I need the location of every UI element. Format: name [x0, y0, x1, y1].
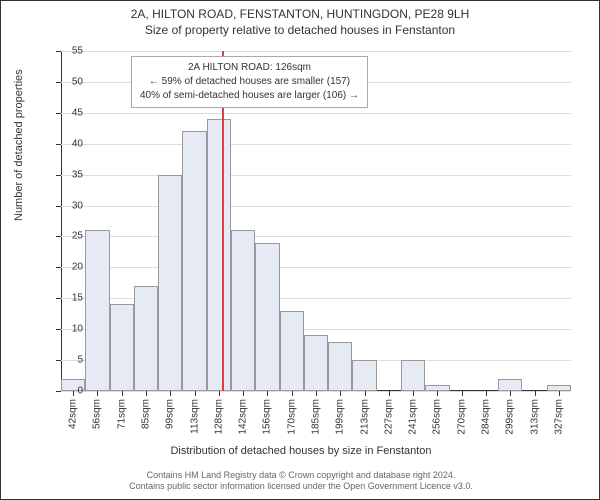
x-tick-mark [413, 391, 414, 396]
histogram-bar [352, 360, 376, 391]
x-tick-mark [170, 391, 171, 396]
y-tick-label: 55 [53, 46, 83, 57]
x-tick-mark [559, 391, 560, 396]
y-tick-label: 50 [53, 76, 83, 87]
x-tick-label: 313sqm [529, 399, 540, 435]
x-tick-mark [510, 391, 511, 396]
x-tick-label: 299sqm [505, 399, 516, 435]
gridline [61, 267, 571, 268]
y-tick-label: 45 [53, 107, 83, 118]
histogram-bar [182, 131, 206, 391]
histogram-bar [231, 230, 255, 391]
x-tick-mark [146, 391, 147, 396]
legend-line2: ← 59% of detached houses are smaller (15… [140, 75, 359, 89]
x-tick-label: 199sqm [335, 399, 346, 435]
x-tick-label: 227sqm [383, 399, 394, 435]
y-tick-label: 30 [53, 200, 83, 211]
x-tick-mark [97, 391, 98, 396]
gridline [61, 206, 571, 207]
y-tick-label: 10 [53, 324, 83, 335]
histogram-bar [207, 119, 231, 391]
x-tick-label: 56sqm [92, 399, 103, 429]
gridline [61, 113, 571, 114]
footer-line2: Contains public sector information licen… [1, 481, 600, 493]
y-axis-line [61, 51, 62, 391]
x-tick-mark [437, 391, 438, 396]
y-tick-label: 0 [53, 386, 83, 397]
footer-line1: Contains HM Land Registry data © Crown c… [1, 470, 600, 482]
x-tick-label: 42sqm [68, 399, 79, 429]
histogram-bar [304, 335, 328, 391]
x-tick-mark [316, 391, 317, 396]
x-tick-mark [122, 391, 123, 396]
y-tick-label: 25 [53, 231, 83, 242]
histogram-bar [498, 379, 522, 391]
x-tick-label: 71sqm [116, 399, 127, 429]
chart-title: 2A, HILTON ROAD, FENSTANTON, HUNTINGDON,… [1, 1, 599, 21]
x-tick-label: 99sqm [165, 399, 176, 429]
x-tick-mark [243, 391, 244, 396]
histogram-bar [110, 304, 134, 391]
y-tick-label: 15 [53, 293, 83, 304]
legend-line3: 40% of semi-detached houses are larger (… [140, 89, 359, 103]
y-axis-label: Number of detached properties [13, 69, 25, 221]
legend-box: 2A HILTON ROAD: 126sqm← 59% of detached … [131, 56, 368, 108]
x-tick-label: 256sqm [432, 399, 443, 435]
histogram-bar [85, 230, 109, 391]
legend-line1: 2A HILTON ROAD: 126sqm [140, 61, 359, 75]
x-tick-label: 327sqm [553, 399, 564, 435]
y-tick-label: 5 [53, 355, 83, 366]
x-tick-label: 284sqm [481, 399, 492, 435]
histogram-bar [280, 311, 304, 391]
x-axis-label: Distribution of detached houses by size … [1, 445, 600, 457]
x-tick-mark [219, 391, 220, 396]
x-tick-mark [389, 391, 390, 396]
x-tick-mark [292, 391, 293, 396]
histogram-bar [401, 360, 425, 391]
gridline [61, 175, 571, 176]
gridline [61, 236, 571, 237]
gridline [61, 51, 571, 52]
x-tick-label: 142sqm [238, 399, 249, 435]
x-tick-label: 241sqm [408, 399, 419, 435]
histogram-bar [134, 286, 158, 391]
x-tick-label: 185sqm [311, 399, 322, 435]
x-tick-label: 170sqm [286, 399, 297, 435]
y-tick-label: 20 [53, 262, 83, 273]
histogram-bar [255, 243, 279, 391]
x-tick-mark [462, 391, 463, 396]
x-tick-label: 213sqm [359, 399, 370, 435]
x-tick-label: 113sqm [189, 399, 200, 434]
gridline [61, 144, 571, 145]
y-tick-label: 40 [53, 138, 83, 149]
x-tick-mark [340, 391, 341, 396]
chart-subtitle: Size of property relative to detached ho… [1, 21, 599, 37]
histogram-bar [328, 342, 352, 391]
footer-text: Contains HM Land Registry data © Crown c… [1, 470, 600, 493]
x-tick-label: 156sqm [262, 399, 273, 435]
histogram-bar [158, 175, 182, 391]
y-tick-label: 35 [53, 169, 83, 180]
x-tick-mark [365, 391, 366, 396]
x-tick-mark [535, 391, 536, 396]
x-tick-label: 85sqm [141, 399, 152, 429]
x-tick-label: 270sqm [456, 399, 467, 435]
x-tick-mark [195, 391, 196, 396]
x-tick-mark [486, 391, 487, 396]
x-tick-mark [267, 391, 268, 396]
x-tick-label: 128sqm [213, 399, 224, 435]
chart-container: 2A, HILTON ROAD, FENSTANTON, HUNTINGDON,… [0, 0, 600, 500]
